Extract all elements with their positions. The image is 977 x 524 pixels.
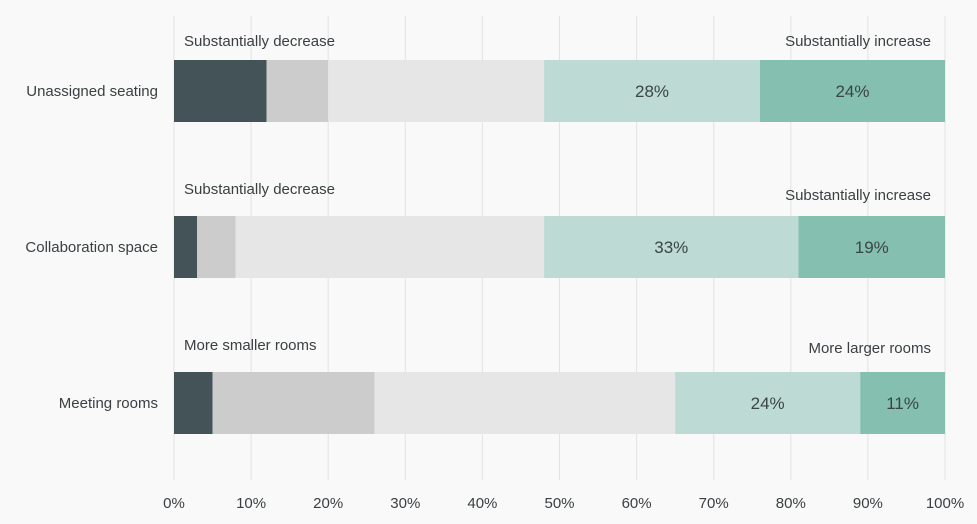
bar-segment <box>212 372 375 434</box>
x-tick-label: 10% <box>236 495 266 512</box>
bar-segment <box>266 60 329 122</box>
right-end-label: More larger rooms <box>808 340 931 357</box>
x-tick-label: 30% <box>390 495 420 512</box>
x-tick-label: 20% <box>313 495 343 512</box>
x-tick-label: 60% <box>622 495 652 512</box>
left-end-label: Substantially decrease <box>184 181 335 198</box>
bar-segment <box>759 60 945 122</box>
bar-segment <box>544 60 760 122</box>
data-label: 33% <box>654 238 688 257</box>
right-end-label: Substantially increase <box>785 187 931 204</box>
bar-segment <box>174 216 198 278</box>
x-tick-label: 100% <box>926 495 964 512</box>
data-label: 28% <box>635 82 669 101</box>
bar-segment <box>860 372 945 434</box>
bars <box>174 60 945 434</box>
data-label: 19% <box>855 238 889 257</box>
bar-segment <box>328 60 545 122</box>
category-label: Meeting rooms <box>59 395 158 412</box>
x-axis-ticks: 0% 10% 20% 30% 40% 50% 60% 70% 80% 90% 100% <box>163 495 964 512</box>
bar-segment <box>235 216 545 278</box>
bar-segment <box>544 216 799 278</box>
x-tick-label: 80% <box>776 495 806 512</box>
bar-segment <box>174 60 267 122</box>
bar-segment <box>798 216 945 278</box>
left-end-label: Substantially decrease <box>184 33 335 50</box>
x-tick-label: 90% <box>853 495 883 512</box>
x-tick-label: 50% <box>544 495 574 512</box>
x-tick-label: 70% <box>699 495 729 512</box>
right-end-label: Substantially increase <box>785 33 931 50</box>
labels: 28% 24% Unassigned seating Substantially de… <box>25 33 931 413</box>
data-label: 24% <box>835 82 869 101</box>
data-label: 11% <box>886 394 919 413</box>
x-tick-label: 40% <box>467 495 497 512</box>
x-tick-label: 0% <box>163 495 185 512</box>
category-label: Collaboration space <box>25 239 158 256</box>
bar-segment <box>174 372 213 434</box>
bar-segment <box>197 216 236 278</box>
left-end-label: More smaller rooms <box>184 337 317 354</box>
bar-segment <box>374 372 676 434</box>
data-label: 24% <box>751 394 785 413</box>
bar-segment <box>675 372 861 434</box>
category-label: Unassigned seating <box>26 83 158 100</box>
